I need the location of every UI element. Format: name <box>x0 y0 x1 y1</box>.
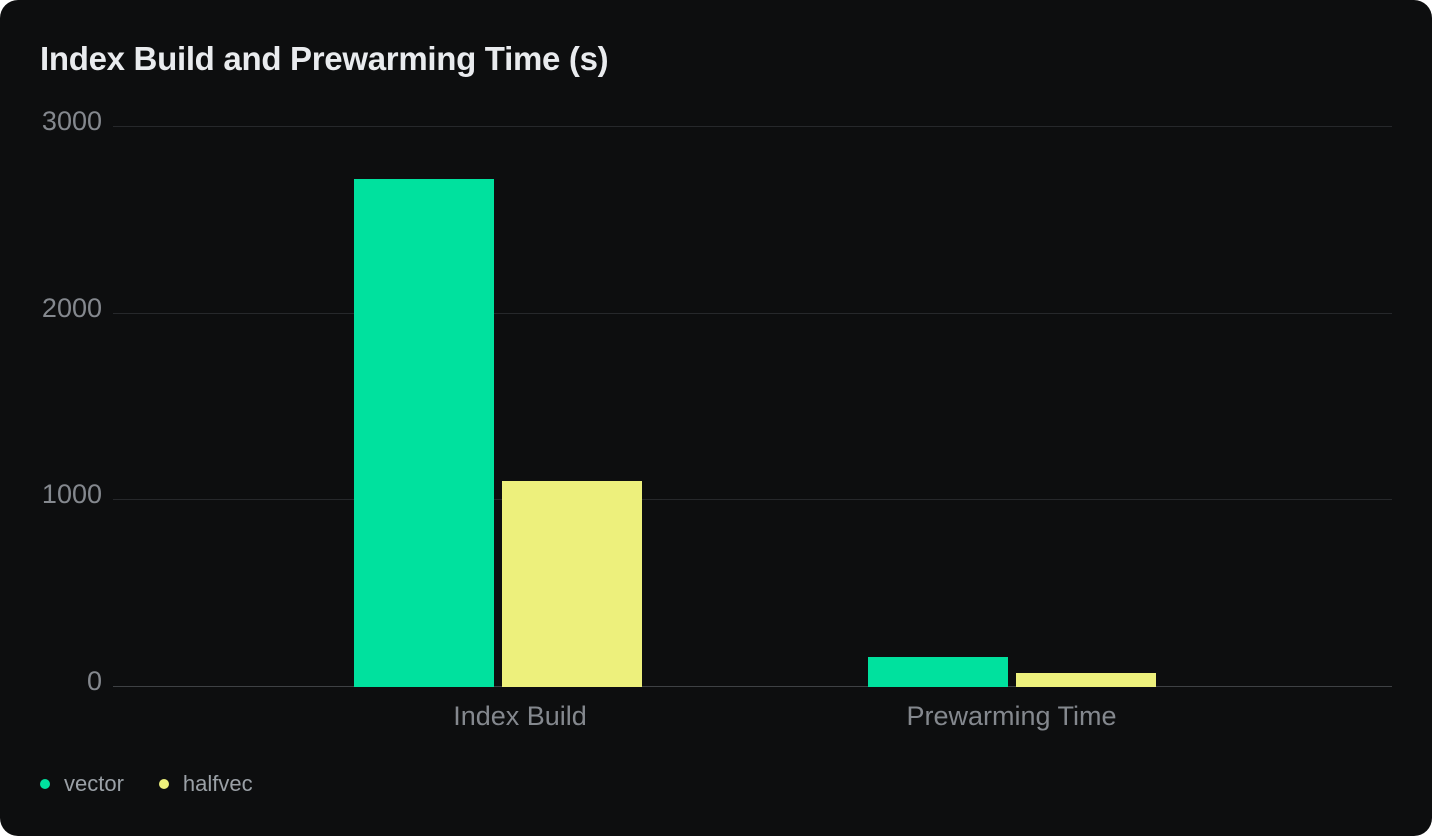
gridline-1000 <box>113 499 1392 501</box>
y-tick-label-3000: 3000 <box>41 106 102 136</box>
legend-dot-icon <box>158 778 169 789</box>
legend-label: vector <box>64 770 124 796</box>
bar-halfvec-prewarming-time <box>1015 672 1156 687</box>
legend: vector halfvec <box>40 770 253 797</box>
bar-vector-index-build <box>354 179 494 687</box>
gridline-2000 <box>113 312 1392 314</box>
legend-item-vector[interactable]: vector <box>40 771 124 797</box>
legend-dot-icon <box>40 778 50 789</box>
x-category-label-index-build: Index Build <box>453 701 587 731</box>
plot-area <box>113 126 1392 687</box>
gridline-3000 <box>113 126 1392 127</box>
legend-item-halfvec[interactable]: halfvec <box>158 770 253 797</box>
bar-vector-prewarming-time <box>867 657 1008 687</box>
bar-halfvec-index-build <box>502 480 642 687</box>
x-category-label-prewarming-time: Prewarming Time <box>906 701 1117 731</box>
y-tick-label-1000: 1000 <box>41 479 102 510</box>
chart-title: Index Build and Prewarming Time (s) <box>40 40 609 77</box>
y-tick-label-0: 0 <box>86 666 102 696</box>
legend-label: halfvec <box>182 770 253 796</box>
x-axis-line <box>113 686 1392 687</box>
y-tick-label-2000: 2000 <box>41 292 102 323</box>
